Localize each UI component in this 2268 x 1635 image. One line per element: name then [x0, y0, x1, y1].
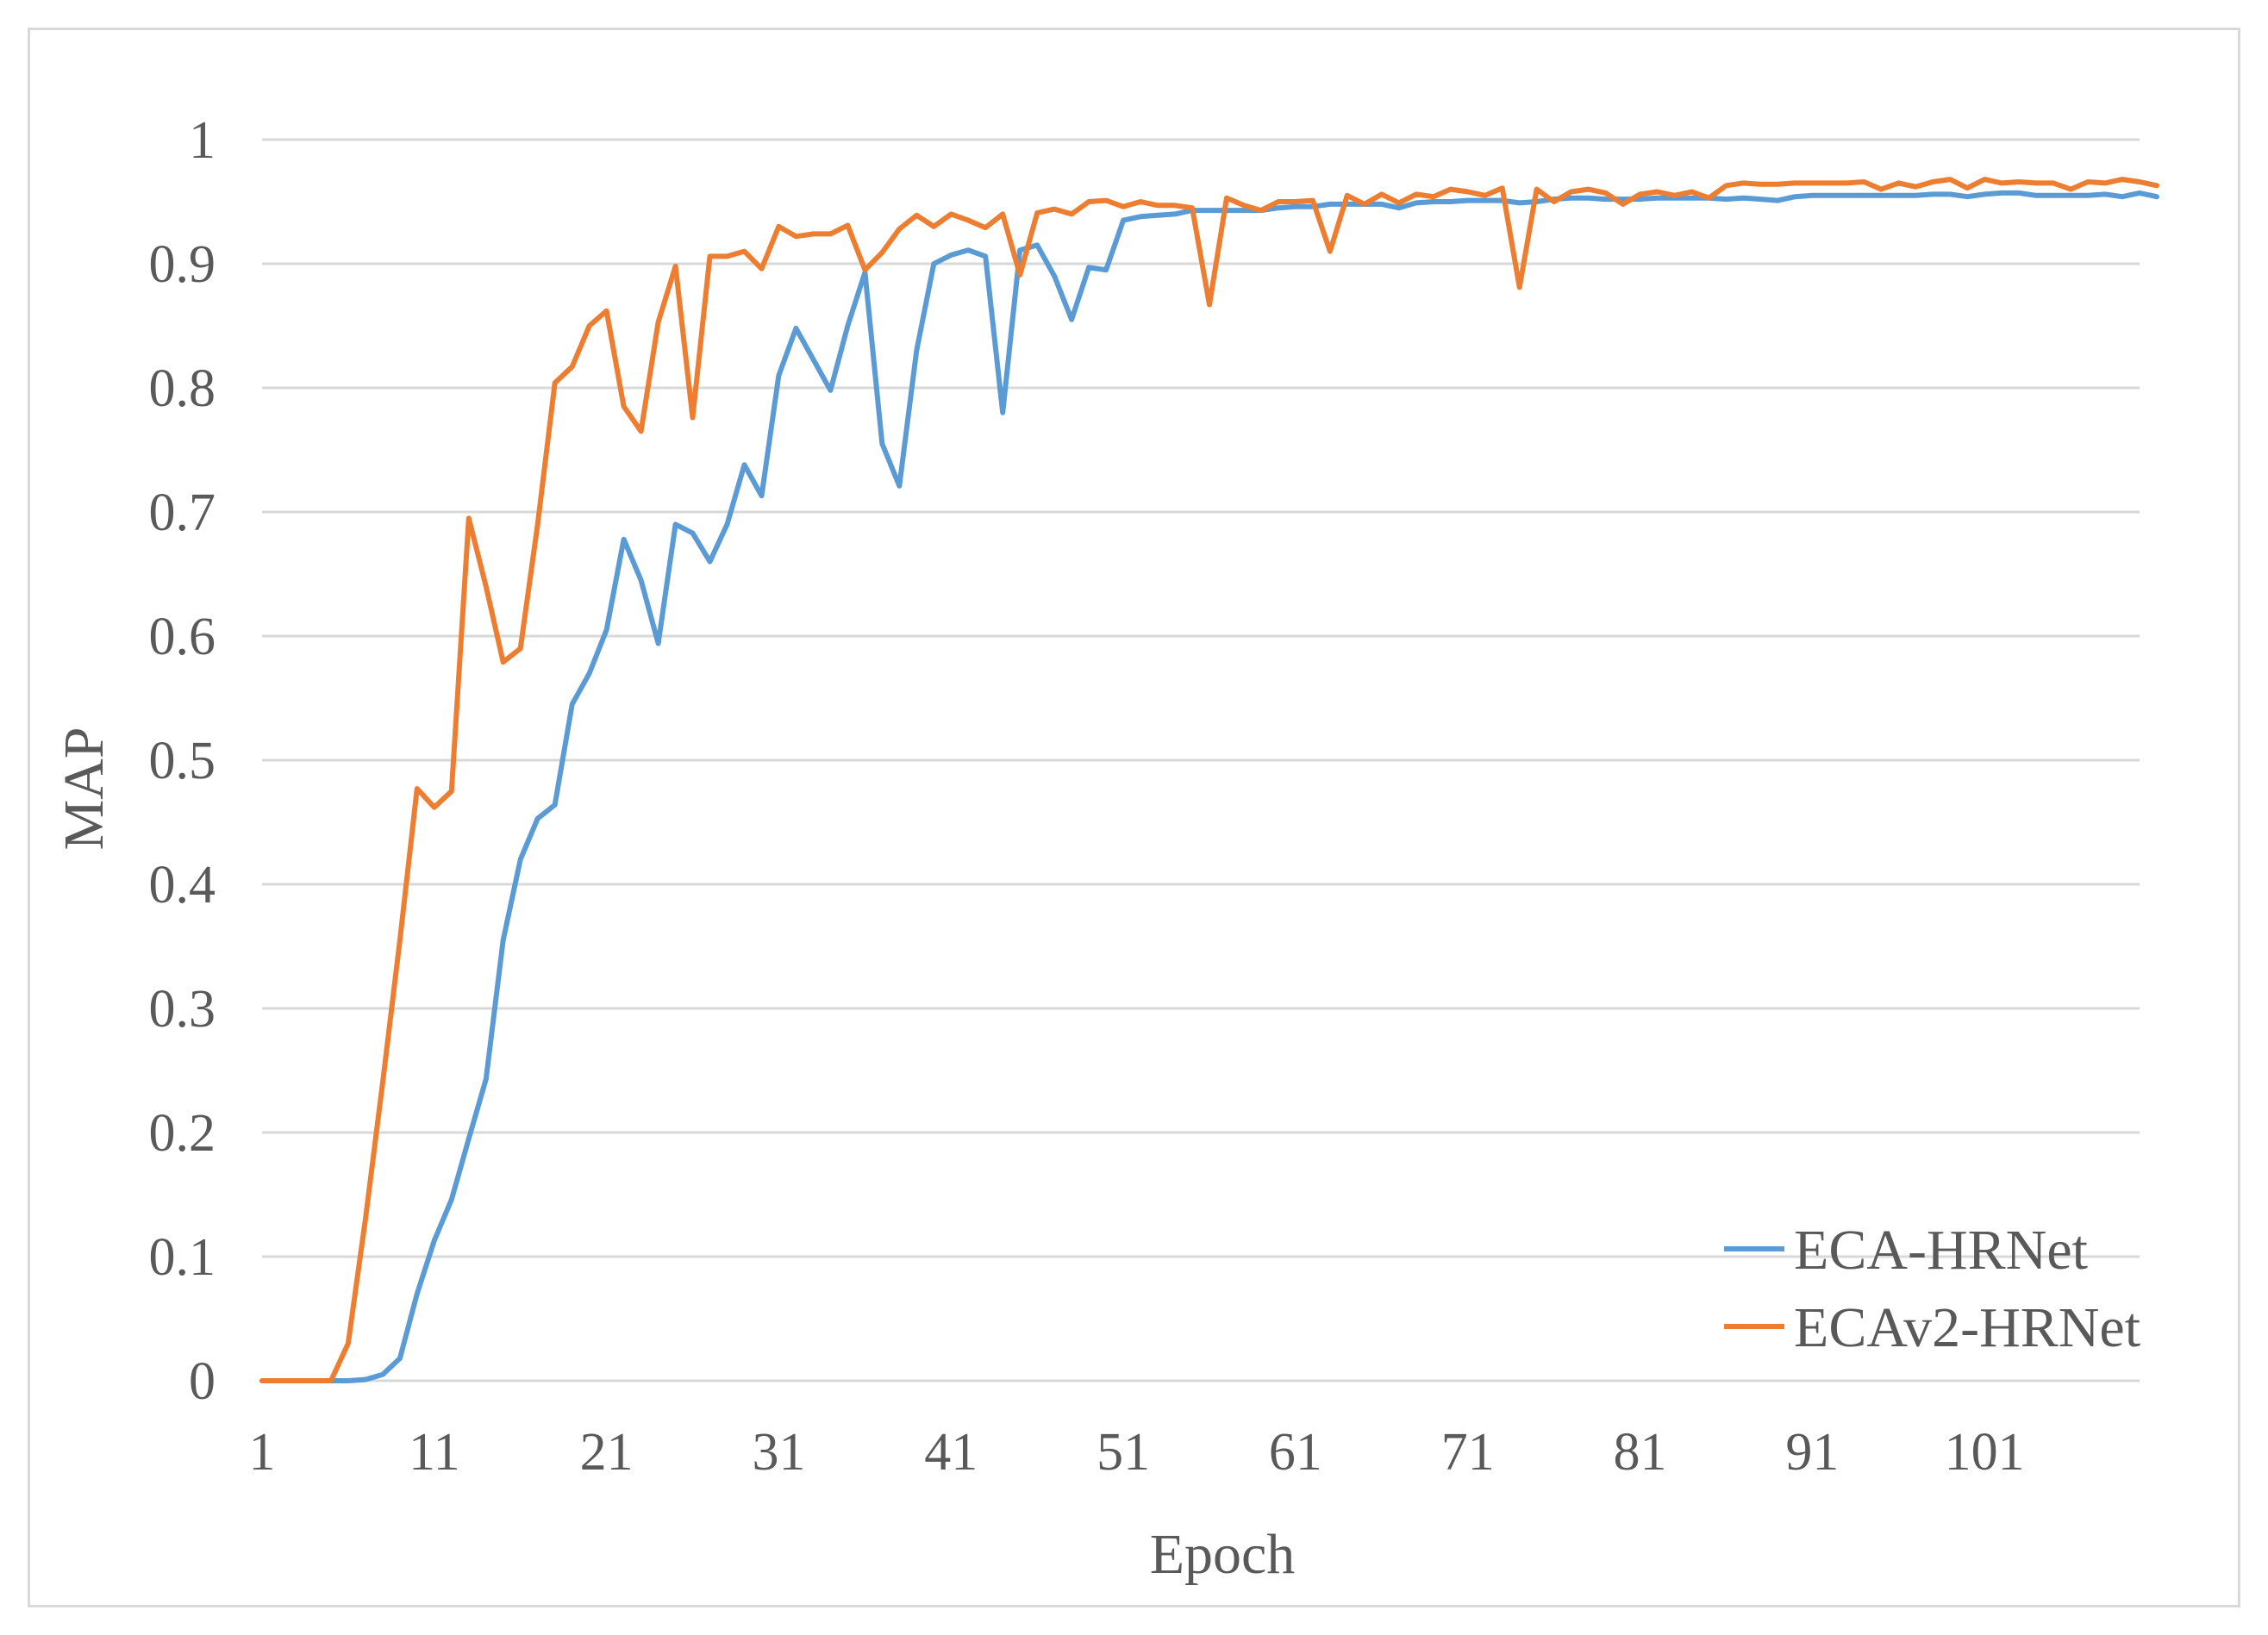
- y-tick-label: 0.3: [149, 980, 216, 1039]
- y-tick-label: 1: [189, 111, 216, 170]
- grid-lines: [262, 138, 2140, 1382]
- legend: ECA-HRNet ECAv2-HRNet: [1724, 1219, 2140, 1359]
- y-tick-label: 0: [189, 1352, 216, 1411]
- legend-label-ecav2-hrnet: ECAv2-HRNet: [1794, 1296, 2140, 1359]
- y-tick-label: 0.9: [149, 235, 216, 294]
- x-tick-label: 41: [924, 1423, 978, 1482]
- series-lines: [259, 177, 2159, 1383]
- series-line-ecav2-hrnet: [259, 177, 2159, 1383]
- legend-label-eca-hrnet: ECA-HRNet: [1794, 1219, 2088, 1282]
- x-tick-labels: 1 11 21 31 41 51 61 71 81 91 101: [249, 1423, 2025, 1482]
- x-tick-label: 21: [580, 1423, 634, 1482]
- line-chart: 00.10.20.30.40.50.60.70.80.91 1 11 21 31 41 5…: [53, 111, 2159, 1586]
- y-tick-label: 0.5: [149, 732, 216, 790]
- y-tick-label: 0.1: [149, 1228, 216, 1287]
- x-tick-label: 51: [1097, 1423, 1150, 1482]
- x-tick-label: 91: [1785, 1423, 1839, 1482]
- chart-frame: 0 0.1 0.2 0.3 0.4 0.5 0.6 0.7 0.8 0.9 1 1 11 21 31 41 5…: [28, 28, 2240, 1607]
- series-line-eca-hrnet: [259, 190, 2159, 1383]
- x-tick-label: 71: [1441, 1423, 1495, 1482]
- y-tick-label: 0.6: [149, 608, 216, 666]
- y-axis-title: MAP: [53, 727, 116, 850]
- x-axis-title: Epoch: [1150, 1523, 1296, 1586]
- x-tick-label: 101: [1945, 1423, 2025, 1482]
- y-tick-label: 0.8: [149, 359, 216, 418]
- x-tick-label: 81: [1614, 1423, 1667, 1482]
- y-tick-label: 0.2: [149, 1104, 216, 1163]
- x-tick-label: 1: [249, 1423, 276, 1482]
- y-tick-labels: 0 0.1 0.2 0.3 0.4 0.5 0.6 0.7 0.8 0.9 1: [149, 111, 216, 1411]
- y-tick-label: 0.4: [149, 856, 216, 914]
- x-tick-label: 11: [409, 1423, 460, 1482]
- y-tick-label: 0.7: [149, 484, 216, 542]
- x-tick-label: 31: [752, 1423, 805, 1482]
- x-tick-label: 61: [1269, 1423, 1322, 1482]
